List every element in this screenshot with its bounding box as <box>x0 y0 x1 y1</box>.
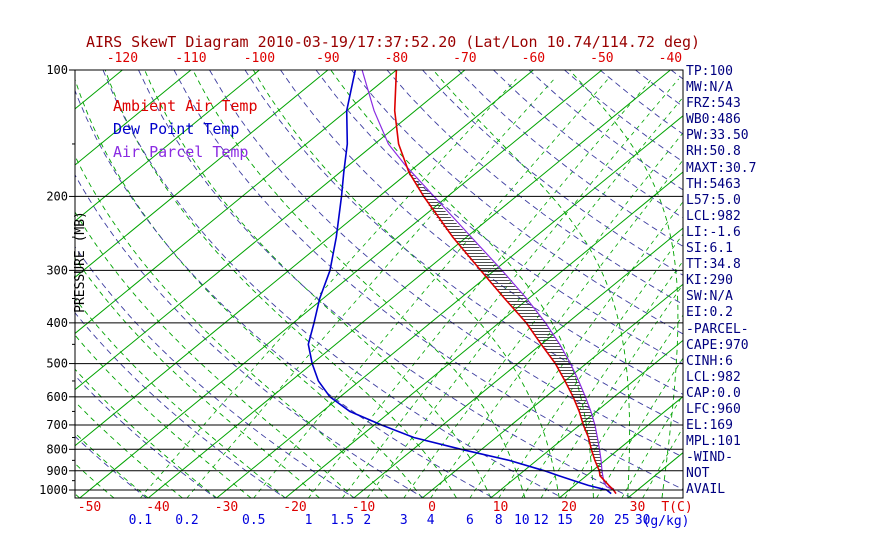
index-line: MW:N/A <box>686 80 733 96</box>
mixing-ratio-label: 15 <box>557 513 573 528</box>
index-line: LFC:960 <box>686 401 741 417</box>
index-line: TT:34.8 <box>686 257 741 273</box>
pressure-tick-label: 1000 <box>39 483 68 497</box>
index-line: NOT <box>686 466 710 482</box>
mixing-ratio-label: 2 <box>363 513 371 528</box>
bottom-temp-label: 20 <box>561 500 577 515</box>
ambient-temp-curve <box>393 70 617 495</box>
mixing-ratio-label: 0.5 <box>242 513 265 528</box>
bottom-temp-label: -20 <box>283 500 306 515</box>
index-line: LCL:982 <box>686 208 741 224</box>
index-line: FRZ:543 <box>686 96 741 112</box>
top-temp-label: -40 <box>659 51 682 66</box>
pressure-tick-label: 400 <box>46 316 68 330</box>
chart-title: AIRS SkewT Diagram 2010-03-19/17:37:52.2… <box>86 33 701 51</box>
index-line: WB0:486 <box>686 112 741 128</box>
top-temp-label: -50 <box>590 51 613 66</box>
index-line: SW:N/A <box>686 289 733 305</box>
mixing-ratio-label: 3 <box>400 513 408 528</box>
dew-point-curve <box>307 70 612 495</box>
pressure-tick-label: 900 <box>46 464 68 478</box>
top-temp-label: -100 <box>244 51 275 66</box>
index-line: LI:-1.6 <box>686 224 741 240</box>
index-line: L57:5.0 <box>686 192 741 208</box>
bottom-temp-label: -40 <box>146 500 169 515</box>
mixing-ratio-label: 6 <box>466 513 474 528</box>
top-temp-label: -70 <box>453 51 476 66</box>
index-line: CAPE:970 <box>686 337 749 353</box>
pressure-grid <box>69 69 683 491</box>
index-line: -WIND- <box>686 450 733 466</box>
index-line: MAXT:30.7 <box>686 160 757 176</box>
legend-ambient-temp: Ambient Air Temp <box>113 97 258 115</box>
mixing-ratio-label: 10 <box>514 513 530 528</box>
bottom-temp-label: -10 <box>352 500 375 515</box>
legend-dew-point: Dew Point Temp <box>113 120 240 138</box>
mixing-ratio-label: 12 <box>533 513 549 528</box>
bottom-temp-label: -50 <box>78 500 101 515</box>
top-temp-label: -60 <box>522 51 545 66</box>
parcel-temp-curve <box>361 70 617 494</box>
top-temp-label: -110 <box>175 51 206 66</box>
bottom-temp-label: 10 <box>493 500 509 515</box>
pressure-tick-label: 700 <box>46 418 68 432</box>
top-temp-label: -90 <box>316 51 339 66</box>
top-temp-label: -80 <box>385 51 408 66</box>
pressure-tick-label: 500 <box>46 357 68 371</box>
index-line: TH:5463 <box>686 176 741 192</box>
pressure-tick-label: 300 <box>46 263 68 277</box>
pressure-tick-label: 600 <box>46 390 68 404</box>
mixing-ratio-label: 0.2 <box>175 513 198 528</box>
mixing-ratio-label: 1.5 <box>331 513 354 528</box>
index-line: TP:100 <box>686 64 733 79</box>
mixing-ratio-label: 20 <box>589 513 605 528</box>
legend: Ambient Air Temp Dew Point Temp Air Parc… <box>113 95 258 164</box>
moist-adiabats <box>75 70 679 498</box>
index-line: LCL:982 <box>686 369 741 385</box>
top-temp-label: -120 <box>107 51 138 66</box>
legend-air-parcel: Air Parcel Temp <box>113 143 249 161</box>
mixing-ratio-label: 8 <box>495 513 503 528</box>
index-line: -PARCEL- <box>686 321 749 337</box>
bottom-temp-label: 0 <box>428 500 436 515</box>
mixing-axis-unit: (g/kg) <box>643 514 690 529</box>
index-line: CAP:0.0 <box>686 385 741 401</box>
pressure-tick-label: 100 <box>46 63 68 77</box>
isotherms <box>75 70 683 498</box>
index-line: CINH:6 <box>686 353 733 369</box>
mixing-ratio-label: 30 <box>635 513 651 528</box>
index-line: PW:33.50 <box>686 128 749 144</box>
mixing-ratio-label: 0.1 <box>129 513 152 528</box>
plot-area <box>75 70 683 498</box>
dry-adiabats <box>75 70 683 498</box>
index-line: EL:169 <box>686 418 733 434</box>
index-line: RH:50.8 <box>686 144 741 160</box>
plot-frame <box>74 69 684 499</box>
index-line: KI:290 <box>686 273 733 289</box>
pressure-tick-label: 200 <box>46 189 68 203</box>
indices-panel: TP:100 MW:N/A FRZ:543 WB0:486 PW:33.50 RH:50.… <box>686 64 756 499</box>
mixing-ratio-label: 25 <box>614 513 630 528</box>
index-line: EI:0.2 <box>686 305 733 321</box>
pressure-axis-label: PRESSURE (MB) <box>73 211 88 313</box>
temp-axis-unit: T(C) <box>661 500 692 515</box>
index-line: SI:6.1 <box>686 241 733 257</box>
index-line: AVAIL <box>686 482 726 498</box>
bottom-temp-label: 30 <box>630 500 646 515</box>
mixing-ratio-label: 4 <box>427 513 435 528</box>
bottom-temp-label: -30 <box>215 500 238 515</box>
index-line: MPL:101 <box>686 434 741 450</box>
mixing-ratio-label: 1 <box>305 513 313 528</box>
pressure-tick-label: 800 <box>46 442 68 456</box>
